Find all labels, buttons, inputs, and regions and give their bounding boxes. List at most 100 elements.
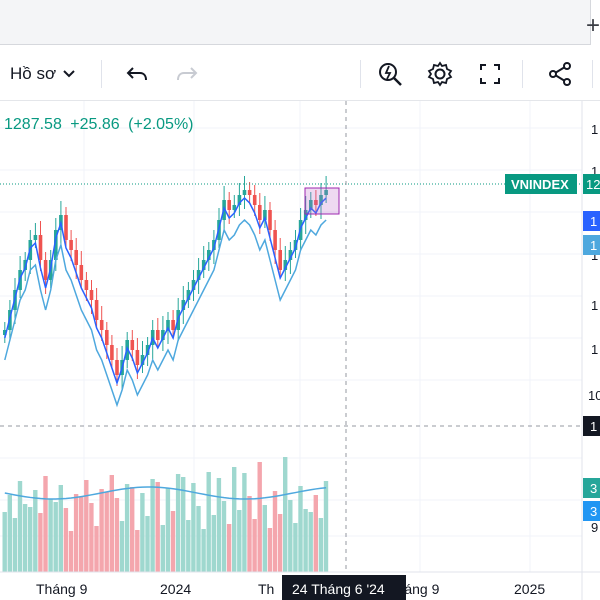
candle-body [324,190,328,195]
volume-bar [84,480,89,572]
volume-bar [160,525,165,572]
browser-strip: + [0,0,600,46]
candle-body [38,235,43,260]
profile-dropdown[interactable]: Hồ sơ [10,62,76,86]
volume-ma-line [4,486,327,500]
gear-icon [427,61,453,87]
redo-button[interactable] [172,60,202,88]
settings-button[interactable] [425,60,455,88]
ma-fast-tag: 1 [590,214,597,229]
time-tick-label: Tháng 9 [36,581,88,597]
candle-body [258,205,262,220]
volume-bar [63,508,69,572]
candle-body [191,280,196,290]
volume-bar [109,475,114,572]
volume-tag-blue-bg [583,501,600,521]
candle-body [99,320,104,330]
volume-bar [170,511,176,572]
volume-bar [181,477,186,572]
legend-change: +25.86 [70,116,120,133]
top-tab[interactable] [0,0,591,45]
price-axis[interactable]: 1 1 1 1 1 10 9 [588,122,600,535]
volume-bar [140,493,145,572]
price-legend: 1287.58 +25.86 (+2.05%) [4,116,198,134]
volume-bar [99,489,104,572]
candle-body [227,200,231,210]
candle-body [201,260,206,270]
selection-highlight[interactable] [304,187,340,215]
new-tab-plus-icon[interactable]: + [586,12,600,39]
volume-bar [191,483,196,572]
undo-button[interactable] [122,60,152,88]
current-price-tag: 12 [586,177,600,192]
volume-bar [318,518,324,572]
candle-body [171,320,175,330]
volume-bar [303,509,308,572]
quick-search-button[interactable] [375,60,405,88]
candle-body [110,345,114,360]
candle-body [186,290,191,300]
candle-body [140,355,145,365]
share-button[interactable] [545,60,575,88]
candle-body [89,290,94,300]
candle-body [278,250,282,270]
volume-bar [89,503,94,572]
candle-body [64,215,68,240]
candle-body [94,300,99,320]
volume-bar [298,486,303,572]
volume-bar [104,492,109,572]
volume-bar [130,487,135,572]
ma-fast-tag-bg [583,211,600,231]
volume-bar [277,514,283,572]
volume-bar [257,462,262,572]
volume-bar [124,484,130,572]
candle-body [319,195,323,205]
volume-bar [22,504,28,572]
volume-bar [150,479,155,572]
candle-body [309,200,313,210]
volume-bar [283,457,288,572]
volume-bar [155,482,160,572]
toolbar-separator [360,60,361,88]
candle-body [84,280,89,290]
volume-bar [43,476,48,572]
undo-icon [126,67,147,81]
volume-bar [53,502,58,572]
volume-bar [17,481,23,572]
price-chart[interactable]: 1 1 1 1 1 10 9 VNINDEX 12 1 1 1 3 3 Thán… [0,101,600,600]
ma-slow-tag-bg [583,235,600,255]
volume-bar [2,512,7,572]
volume-tag-green: 3 [590,481,597,496]
volume-bar [145,516,150,572]
crosshair-date-tag-bg [282,575,406,600]
time-tick-label: 2024 [160,581,191,597]
volume-bar [313,495,318,572]
current-price-tag-bg [583,174,600,194]
price-tick-label: 1 [591,298,598,313]
volume-bar [79,497,84,572]
volume-bar [119,521,125,572]
volume-bar [186,520,191,572]
fullscreen-icon [480,64,500,84]
price-tick-label: 9 [591,520,598,535]
fullscreen-button[interactable] [475,60,505,88]
volume-bar [272,491,278,572]
candle-body [156,330,160,340]
candle-body [252,195,257,205]
volume-bar [226,524,232,572]
candle-body [161,330,165,340]
redo-icon [177,67,198,81]
candle-body [33,235,38,240]
toolbar-separator [592,60,593,88]
crosshair-price-tag-bg [583,416,600,436]
symbol-tag-label[interactable]: VNINDEX [511,177,569,192]
volume-tag-blue: 3 [590,504,597,519]
ma-slow-line [4,218,327,408]
candle-body [115,360,119,375]
ma-fast-line [4,196,327,386]
volume-bar [252,519,257,572]
volume-bar [7,495,12,572]
candle-body [196,270,201,280]
volume-bar [58,485,63,572]
legend-close: 1287.58 [4,116,62,133]
